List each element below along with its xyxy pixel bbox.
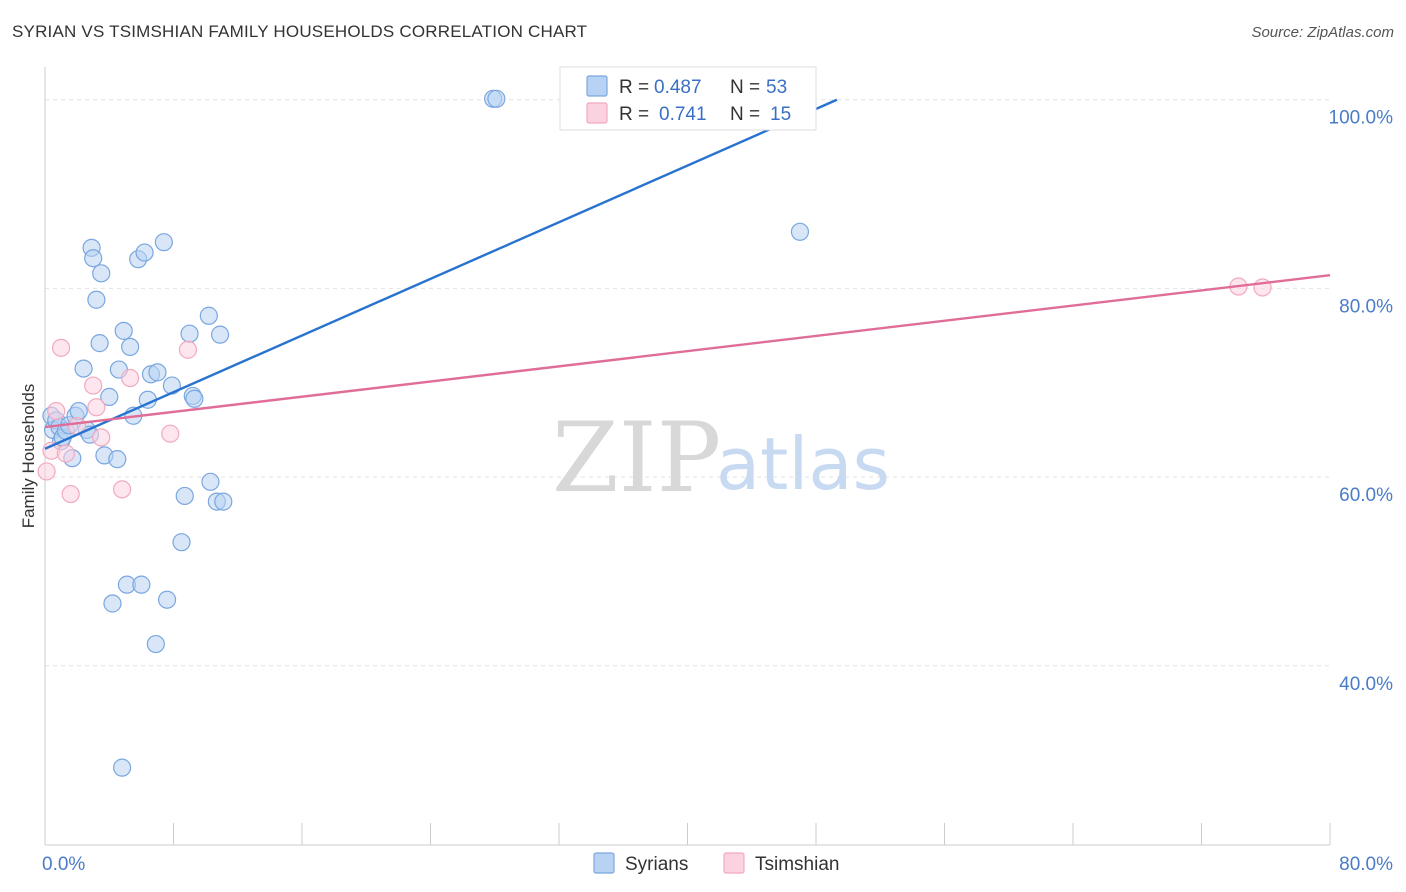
syrians-point-34 (146, 634, 165, 654)
chart-title: SYRIAN VS TSIMSHIAN FAMILY HOUSEHOLDS CO… (12, 22, 588, 41)
y-tick-label-2: 60.0% (1339, 485, 1393, 506)
stats-legend: R = 0.487 N = 53 R = 0.741 N = 15 (559, 66, 817, 131)
watermark-atlas: atlas (716, 422, 890, 506)
syrians-point-22 (108, 450, 127, 469)
stats-n-value-tsimshian: 15 (770, 104, 791, 125)
tsimshian-trend-line (44, 274, 1331, 429)
syrians-point-50 (487, 89, 506, 108)
tsimshian-point-7 (84, 376, 103, 395)
syrians-point-36 (154, 233, 173, 252)
y-tick-labels: 100.0% 80.0% 60.0% 40.0% (1329, 108, 1394, 695)
series-legend: Syrians Tsimshian (593, 852, 839, 875)
syrians-point-47 (210, 325, 230, 344)
syrians-point-17 (90, 334, 109, 353)
chart-source: Source: ZipAtlas.com (1251, 24, 1394, 41)
stats-r-value-tsimshian: 0.741 (659, 104, 707, 125)
tsimshian-point-12 (161, 424, 180, 443)
y-axis-label: Family Households (19, 384, 38, 529)
stats-r-value-syrians: 0.487 (654, 77, 702, 98)
legend-label-tsimshian: Tsimshian (755, 854, 839, 875)
tsimshian-point-5 (61, 484, 80, 504)
stats-n-label-tsimshian: N = (730, 104, 760, 125)
tsimshian-point-2 (47, 401, 66, 421)
syrians-point-37 (157, 590, 177, 609)
x-tick-labels: 0.0% 80.0% (42, 854, 1393, 875)
syrians-point-16 (87, 290, 106, 309)
stats-n-value-syrians: 53 (766, 77, 787, 98)
stats-r-label-tsimshian: R = (619, 104, 649, 125)
x-tick-label-1: 80.0% (1339, 854, 1393, 875)
x-tick-label-0: 0.0% (42, 854, 85, 875)
tsimshian-point-8 (87, 398, 106, 417)
legend-label-syrians: Syrians (625, 854, 688, 875)
watermark-zip: ZIP (552, 402, 721, 514)
syrians-point-18 (92, 264, 111, 283)
syrians-point-31 (135, 243, 154, 262)
tsimshian-point-11 (121, 368, 140, 388)
syrians-point-39 (172, 533, 191, 552)
syrians-point-52 (790, 222, 810, 241)
syrians-point-15 (84, 249, 103, 268)
syrians-point-11 (74, 359, 93, 378)
syrians-point-35 (148, 363, 167, 382)
y-tick-label-3: 40.0% (1339, 674, 1393, 695)
tsimshian-point-10 (112, 480, 132, 499)
tsimshian-point-13 (178, 340, 198, 359)
y-tick-label-1: 80.0% (1339, 296, 1393, 317)
watermark: ZIP atlas (552, 402, 890, 514)
legend-swatch-syrians (593, 852, 615, 874)
tsimshian-point-3 (51, 338, 71, 357)
legend-swatch-tsimshian (723, 852, 745, 874)
syrians-point-10 (69, 401, 88, 421)
syrians-point-24 (112, 758, 132, 777)
syrians-point-27 (121, 337, 140, 356)
syrians-trend-line (44, 98, 838, 450)
syrians-point-41 (180, 324, 199, 343)
syrians-point-30 (132, 575, 151, 594)
stats-swatch-syrians (586, 75, 608, 97)
tsimshian-point-0 (37, 462, 56, 481)
syrians-point-25 (114, 321, 133, 340)
stats-n-label-syrians: N = (730, 77, 760, 98)
syrians-point-44 (199, 306, 218, 325)
tsimshian-point-9 (92, 428, 111, 447)
syrians-point-40 (175, 486, 194, 506)
tsimshian-point-4 (56, 444, 75, 463)
grid-lines (45, 99, 1330, 667)
syrians-point-45 (201, 472, 220, 491)
syrians-point-21 (103, 594, 122, 613)
syrians-point-20 (100, 387, 119, 406)
stats-swatch-tsimshian (586, 102, 608, 124)
syrians-point-43 (185, 389, 204, 408)
syrians-point-48 (214, 492, 233, 511)
trend-lines (44, 98, 1331, 450)
stats-r-label-syrians: R = (619, 77, 649, 98)
y-tick-label-0: 100.0% (1329, 108, 1394, 129)
